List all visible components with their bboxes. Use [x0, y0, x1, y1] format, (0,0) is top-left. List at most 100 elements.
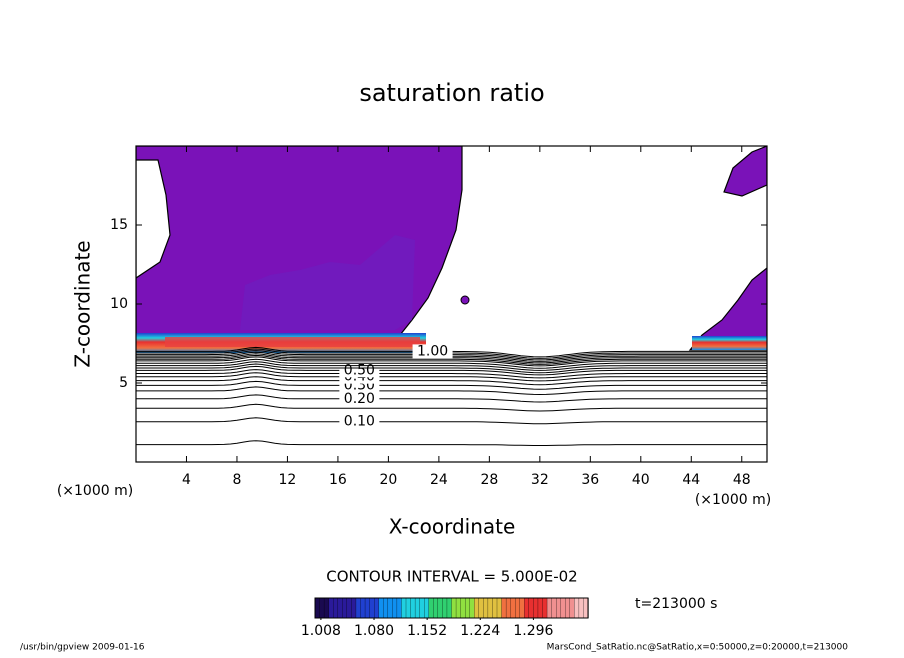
colorbar-cell [442, 597, 448, 619]
contour-interval: CONTOUR INTERVAL = 5.000E-02 [326, 568, 577, 586]
x-tick-label: 44 [682, 472, 700, 488]
contour-line [136, 403, 767, 412]
colorbar-frame [314, 597, 589, 619]
contour-line [136, 369, 767, 379]
colorbar-cell [560, 597, 566, 619]
colorbar-cell [556, 597, 562, 619]
colorbar-cell [383, 597, 389, 619]
colorbar-cell [446, 597, 453, 619]
colorbar-cell [515, 597, 521, 619]
colorbar-cell [578, 597, 585, 619]
colorbar-cell [487, 597, 494, 619]
x-tick-label: 8 [232, 472, 241, 488]
colorbar-cell [323, 597, 330, 619]
y-tick-label: 10 [110, 296, 128, 312]
contour-line [136, 363, 767, 374]
fill-regions: 0.100.200.300.400.501.00 [136, 146, 767, 446]
colorbar-tick-label: 1.080 [354, 623, 394, 639]
colorbar-cell [401, 597, 407, 619]
contour-line [136, 440, 767, 446]
colorbar-tick-label: 1.008 [301, 623, 341, 639]
colorbar-cell [360, 597, 366, 619]
colorbar-cell [414, 597, 421, 619]
contour-label: 0.50 [344, 362, 375, 378]
contour-line [136, 386, 767, 396]
colorbar-cell [492, 597, 498, 619]
colorbar-cell [333, 597, 339, 619]
colorbar-cell [451, 597, 457, 619]
x-tick-label: 16 [329, 472, 347, 488]
x-tick-label: 32 [531, 472, 549, 488]
colorbar-cell [505, 597, 512, 619]
contour-label-bg [339, 414, 380, 429]
contour-line [136, 358, 767, 369]
colorbar-tick-label: 1.152 [407, 623, 447, 639]
colorbar-cell [319, 597, 325, 619]
purple-shade [240, 235, 415, 330]
y-tick-label: 15 [110, 217, 128, 233]
colorbar-cell [483, 597, 489, 619]
contour-line [136, 380, 767, 390]
colorbar-cell [369, 597, 375, 619]
time-label: t=213000 s [635, 596, 717, 612]
purple-spot [460, 295, 470, 305]
colorbar-cell [346, 597, 353, 619]
contour-line [136, 365, 767, 376]
colorbar-cell [337, 597, 343, 619]
contour-line [136, 372, 767, 382]
colorbar-cell [546, 597, 553, 619]
color-band [692, 336, 767, 350]
colorbar-cell [533, 597, 539, 619]
colorbar-cell [469, 597, 475, 619]
colorbar-cell [328, 597, 334, 619]
colorbar-cell [455, 597, 462, 619]
x-unit: (×1000 m) [695, 492, 771, 508]
x-tick-label: 20 [379, 472, 397, 488]
colorbar-cell [542, 597, 548, 619]
colorbar-cell [510, 597, 516, 619]
y-tick-label: 5 [119, 375, 128, 391]
x-tick-label: 4 [182, 472, 191, 488]
colorbar-cell [537, 597, 544, 619]
colorbar-cell [478, 597, 484, 619]
contour-label: 1.00 [417, 343, 448, 359]
colorbar-cell [392, 597, 398, 619]
footer-left: /usr/bin/gpview 2009-01-16 [20, 643, 145, 653]
colorbar-cell [419, 597, 425, 619]
colorbar-cell [364, 597, 371, 619]
x-axis-label: X-coordinate [389, 515, 516, 539]
colorbar-cell [314, 597, 321, 619]
contour-line [136, 417, 767, 425]
contour-line [136, 376, 767, 386]
colorbar-cell [437, 597, 444, 619]
contour-label: 0.20 [344, 391, 375, 407]
colorbar-cell [569, 597, 575, 619]
colorbar-cell [565, 597, 571, 619]
contour-line [136, 354, 767, 365]
x-tick-label: 36 [581, 472, 599, 488]
colorbar-cell [351, 597, 357, 619]
colorbar-cell [405, 597, 412, 619]
footer-right: MarsCond_SatRatio.nc@SatRatio,x=0:50000,… [547, 643, 849, 653]
colorbar-tick-label: 1.224 [460, 623, 500, 639]
colorbar-cell [378, 597, 384, 619]
colorbar-cell [574, 597, 580, 619]
x-unit: (×1000 m) [57, 483, 133, 499]
colorbar-cell [551, 597, 557, 619]
colorbar-cell [501, 597, 507, 619]
colorbar-cell [355, 597, 362, 619]
contour-label-bg [339, 363, 380, 378]
colorbar-cell [496, 597, 503, 619]
colorbar-cell [410, 597, 416, 619]
contour-line [136, 394, 767, 403]
x-tick-label: 40 [632, 472, 650, 488]
colorbar-tick-label: 1.296 [513, 623, 553, 639]
colorbar-cell [528, 597, 535, 619]
chart-title: saturation ratio [359, 79, 544, 107]
contour-label-bg [339, 391, 380, 406]
x-tick-label: 24 [430, 472, 448, 488]
colorbar-cell [464, 597, 471, 619]
x-tick-label: 48 [733, 472, 751, 488]
contour-label: 0.10 [344, 414, 375, 430]
